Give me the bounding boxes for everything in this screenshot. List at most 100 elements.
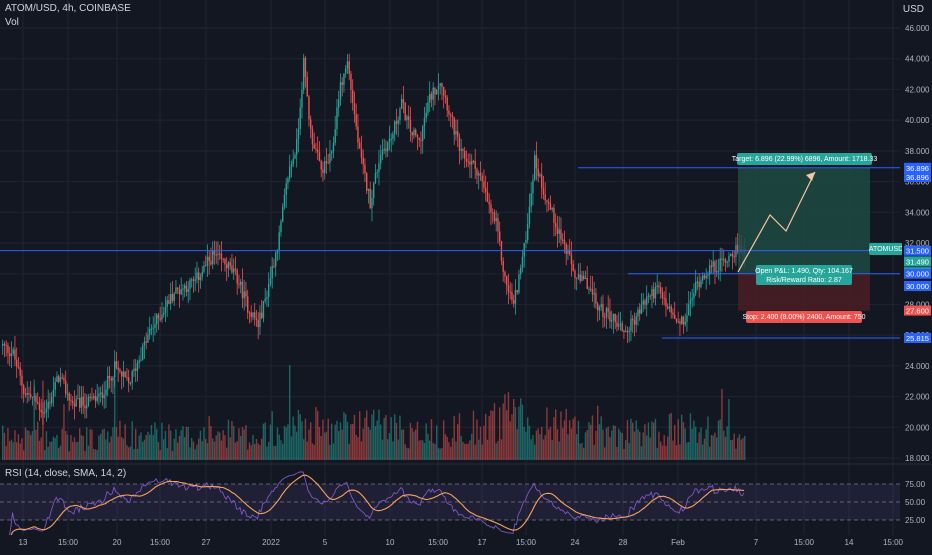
current-price-label-bg <box>904 256 931 267</box>
volume-bar <box>717 420 720 460</box>
stop-box-text-0: Stop: 2.400 (8.00%) 2400, Amount: 750 <box>743 314 866 321</box>
volume-legend[interactable]: Vol <box>5 17 19 28</box>
candle-body <box>348 61 350 74</box>
volume-bar <box>546 407 548 460</box>
volume-bar <box>730 439 732 460</box>
candle-body <box>695 281 697 294</box>
symbol-legend[interactable]: ATOM/USD, 4h, COINBASE <box>5 3 131 14</box>
candle-body <box>35 395 37 403</box>
candle-body <box>313 144 315 149</box>
candle-body <box>490 204 492 213</box>
candle-body <box>219 253 221 255</box>
volume-bar <box>548 429 550 460</box>
candle-body <box>42 412 44 414</box>
candle-body <box>602 304 604 317</box>
candle-body <box>558 229 560 234</box>
candle-body <box>436 89 438 95</box>
volume-bar <box>684 428 686 460</box>
candle-body <box>217 253 219 256</box>
candle-body <box>278 232 280 251</box>
volume-bar <box>56 434 58 460</box>
time-tick-label: 15:00 <box>883 538 904 547</box>
candle-body <box>710 265 713 267</box>
volume-bar <box>674 424 676 460</box>
volume-bar <box>430 419 433 460</box>
volume-bar <box>397 439 399 460</box>
candle-body <box>686 315 688 322</box>
volume-bar <box>360 441 363 460</box>
volume-bar <box>5 446 7 460</box>
candle-body <box>406 116 408 121</box>
volume-bar <box>310 422 312 460</box>
volume-bar <box>726 426 728 460</box>
volume-bar <box>518 406 520 460</box>
candle-body <box>611 319 613 322</box>
volume-bar <box>315 406 317 460</box>
volume-bar <box>420 439 422 460</box>
candle-body <box>203 265 205 272</box>
volume-bar <box>203 427 205 460</box>
candle-body <box>513 300 515 304</box>
volume-bar <box>395 422 398 460</box>
volume-bar <box>623 449 625 460</box>
candle-body <box>301 89 303 108</box>
volume-bar <box>241 427 244 460</box>
candle-body <box>409 119 412 133</box>
volume-bar <box>499 407 501 460</box>
candle-body <box>240 281 242 285</box>
volume-bar <box>210 426 212 460</box>
candle-body <box>439 83 441 86</box>
volume-bar <box>142 441 144 460</box>
candle-body <box>311 129 314 145</box>
candle-body <box>411 132 413 136</box>
candle-body <box>728 255 730 262</box>
candle-body <box>56 376 58 382</box>
candle-body <box>331 151 333 154</box>
volume-bar <box>119 420 121 460</box>
volume-bar <box>611 430 613 460</box>
volume-bar <box>324 432 326 460</box>
volume-bar <box>166 447 168 460</box>
candle-body <box>399 108 401 121</box>
rsi-legend[interactable]: RSI (14, close, SMA, 14, 2) <box>5 468 127 479</box>
level-30-label-bg <box>904 268 931 279</box>
candle-body <box>145 341 147 343</box>
volume-bar <box>569 420 571 460</box>
volume-bar <box>318 427 321 460</box>
volume-bar <box>735 448 737 460</box>
volume-bar <box>642 432 644 460</box>
pnl-box: Open P&L: 1.490, Qty: 104.167 Risk/Reward… <box>755 265 853 285</box>
candle-body <box>285 183 287 195</box>
volume-bar <box>339 422 342 460</box>
volume-bar <box>345 414 347 460</box>
volume-bar <box>570 428 573 460</box>
volume-bar <box>532 434 534 460</box>
volume-bar <box>124 424 126 460</box>
volume-bar <box>131 421 133 460</box>
volume-bar <box>724 436 727 460</box>
candle-body <box>560 229 562 240</box>
volume-bar <box>276 427 279 460</box>
volume-bar <box>380 424 382 460</box>
volume-bar <box>257 443 259 460</box>
candle-body <box>583 275 585 279</box>
candle-body <box>315 148 317 150</box>
support-price-label-bg <box>904 332 931 343</box>
price-tick-label: 18.000 <box>905 454 930 463</box>
candle-body <box>357 126 359 143</box>
volume-bar <box>516 429 518 460</box>
candle-body <box>21 375 23 386</box>
candle-body <box>726 261 728 263</box>
level-30-label-2-bg <box>904 281 931 291</box>
rsi-tick-label: 25.00 <box>905 516 926 525</box>
volume-bar <box>63 404 65 460</box>
volume-bar <box>612 425 615 460</box>
volume-bar <box>686 442 688 460</box>
volume-bar <box>185 426 188 460</box>
candle-body <box>721 258 723 261</box>
volume-bar <box>254 443 256 460</box>
candle-body <box>483 181 485 188</box>
candle-body <box>86 405 88 409</box>
